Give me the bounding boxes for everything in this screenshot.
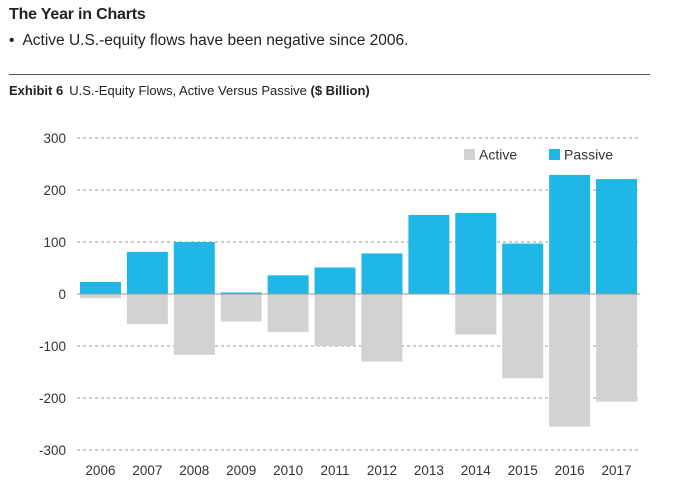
active-bar-2014 bbox=[455, 294, 497, 335]
active-bar-2016 bbox=[549, 294, 591, 427]
x-tick-label: 2012 bbox=[367, 463, 397, 478]
y-tick-label: 300 bbox=[43, 131, 66, 146]
active-bar-2015 bbox=[502, 294, 544, 379]
passive-bar-2007 bbox=[126, 251, 168, 294]
x-tick-label: 2007 bbox=[132, 463, 162, 478]
x-tick-label: 2014 bbox=[461, 463, 492, 478]
active-legend-label: Active bbox=[479, 147, 517, 163]
passive-bar-2011 bbox=[314, 267, 356, 294]
active-bar-2017 bbox=[596, 294, 638, 402]
x-tick-label: 2017 bbox=[602, 463, 632, 478]
active-bar-2008 bbox=[173, 294, 215, 355]
passive-bar-2016 bbox=[549, 174, 591, 294]
x-tick-label: 2006 bbox=[85, 463, 115, 478]
x-tick-label: 2015 bbox=[508, 463, 538, 478]
divider bbox=[9, 74, 650, 75]
x-tick-label: 2008 bbox=[179, 463, 209, 478]
active-bar-2011 bbox=[314, 294, 356, 346]
passive-bar-2009 bbox=[220, 292, 262, 294]
y-tick-label: -300 bbox=[39, 443, 66, 458]
passive-bar-2015 bbox=[502, 243, 544, 294]
passive-bar-2012 bbox=[361, 253, 403, 294]
chart-heading: The Year in Charts bbox=[9, 6, 146, 23]
exhibit-label: Exhibit 6 bbox=[9, 83, 64, 98]
active-bar-2012 bbox=[361, 294, 403, 362]
x-tick-label: 2009 bbox=[226, 463, 256, 478]
passive-bar-2006 bbox=[79, 282, 121, 294]
active-legend-swatch bbox=[464, 149, 475, 160]
exhibit-unit: ($ Billion) bbox=[310, 83, 370, 98]
y-tick-label: 200 bbox=[43, 183, 66, 198]
bullet-point: • Active U.S.-equity flows have been nega… bbox=[9, 32, 408, 50]
passive-bar-2010 bbox=[267, 275, 309, 294]
y-tick-label: -100 bbox=[39, 339, 66, 354]
passive-bar-2017 bbox=[596, 179, 638, 294]
x-tick-label: 2010 bbox=[273, 463, 303, 478]
active-bar-2009 bbox=[220, 294, 262, 322]
passive-bar-2008 bbox=[173, 242, 215, 294]
y-tick-label: 0 bbox=[58, 287, 66, 302]
x-tick-label: 2013 bbox=[414, 463, 444, 478]
passive-legend-label: Passive bbox=[564, 147, 613, 163]
active-bar-2007 bbox=[126, 294, 168, 325]
bullet-text: Active U.S.-equity flows have been negat… bbox=[22, 32, 409, 49]
bullet-icon: • bbox=[9, 32, 15, 49]
passive-bar-2013 bbox=[408, 214, 450, 294]
y-tick-label: 100 bbox=[43, 235, 66, 250]
active-bar-2010 bbox=[267, 294, 309, 332]
x-tick-label: 2011 bbox=[321, 463, 350, 478]
passive-bar-2014 bbox=[455, 212, 497, 294]
active-bar-2006 bbox=[79, 294, 121, 299]
y-tick-label: -200 bbox=[39, 391, 66, 406]
exhibit-caption: Exhibit 6 U.S.-Equity Flows, Active Versu… bbox=[9, 83, 370, 98]
x-tick-label: 2016 bbox=[555, 463, 585, 478]
exhibit-title: U.S.-Equity Flows, Active Versus Passive bbox=[69, 83, 307, 98]
passive-legend-swatch bbox=[549, 149, 560, 160]
